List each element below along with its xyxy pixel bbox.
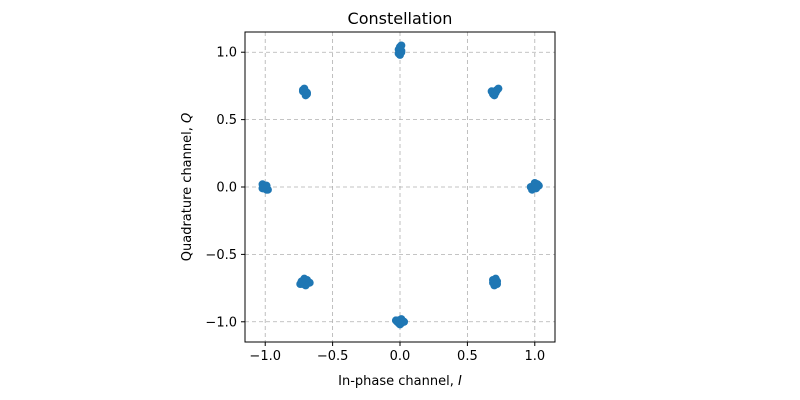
scatter-point	[490, 280, 499, 289]
scatter-point	[258, 184, 267, 193]
y-tick-label: 1.0	[216, 46, 237, 61]
x-tick-label: −0.5	[317, 349, 349, 364]
x-tick-label: 1.0	[524, 349, 545, 364]
scatter-point	[400, 317, 409, 326]
y-tick-label: −0.5	[205, 248, 237, 263]
x-axis-label: In-phase channel, I	[338, 374, 462, 389]
scatter-point	[391, 316, 400, 325]
scatter-point	[297, 277, 306, 286]
scatter-point	[493, 85, 502, 94]
y-tick-label: 0.5	[216, 113, 237, 128]
scatter-point	[532, 183, 541, 191]
scatter-points	[258, 41, 543, 329]
x-tick-label: 0.5	[457, 349, 478, 364]
y-axis-label: Quadrature channel, Q	[180, 113, 195, 261]
y-tick-label: 0.0	[216, 181, 237, 196]
y-tick-label: −1.0	[205, 315, 237, 330]
axis-ticks: −1.0 −0.5 0.0 0.5 1.0 −1.0 −0.5 0.0 0.5 1.0	[205, 46, 545, 364]
grid-lines	[245, 32, 555, 342]
x-tick-label: 0.0	[390, 349, 411, 364]
scatter-point	[300, 85, 309, 94]
chart-title: Constellation	[348, 9, 453, 28]
x-tick-label: −1.0	[249, 349, 281, 364]
scatter-point	[396, 42, 404, 51]
